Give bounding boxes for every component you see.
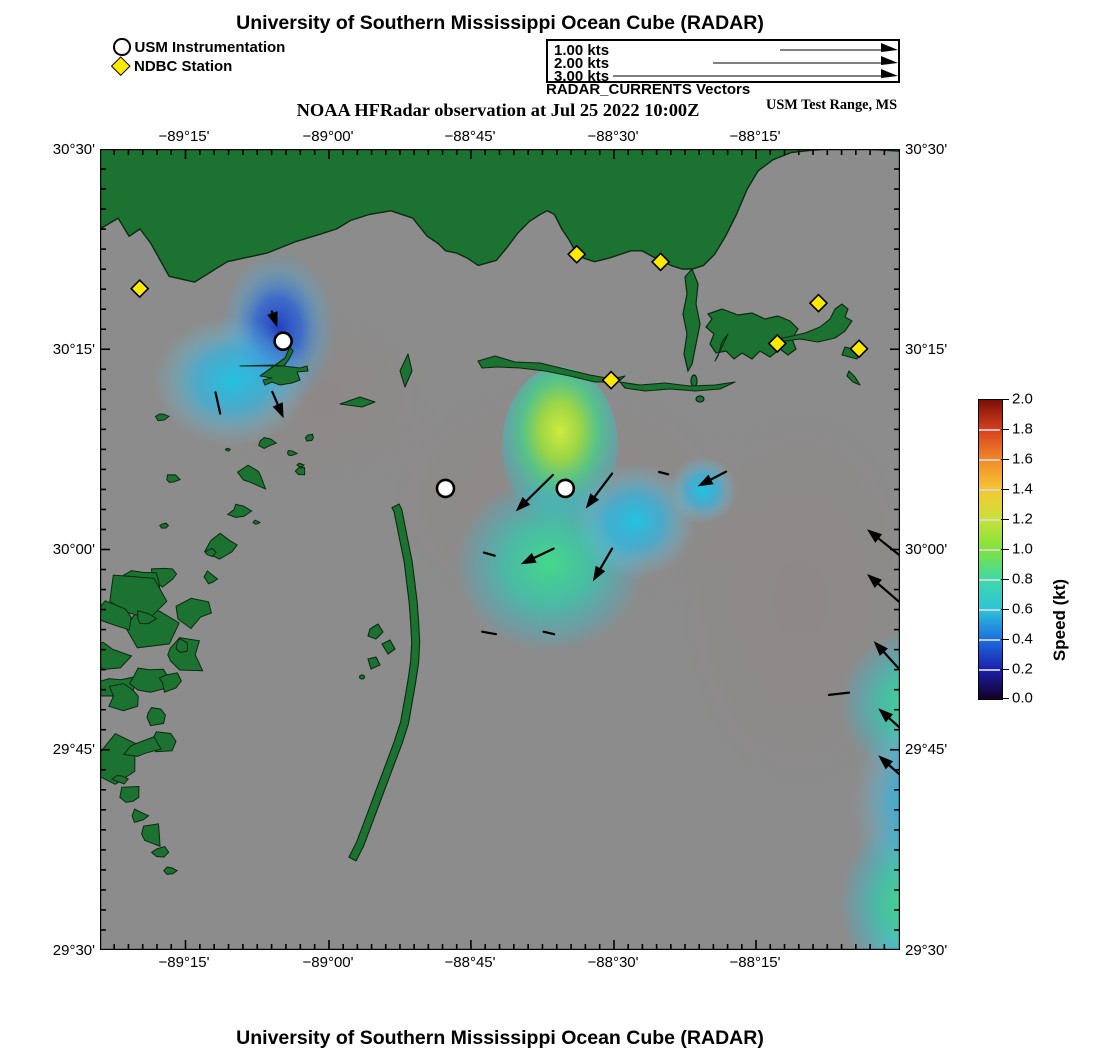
svg-text:3.00 kts: 3.00 kts: [554, 68, 609, 81]
